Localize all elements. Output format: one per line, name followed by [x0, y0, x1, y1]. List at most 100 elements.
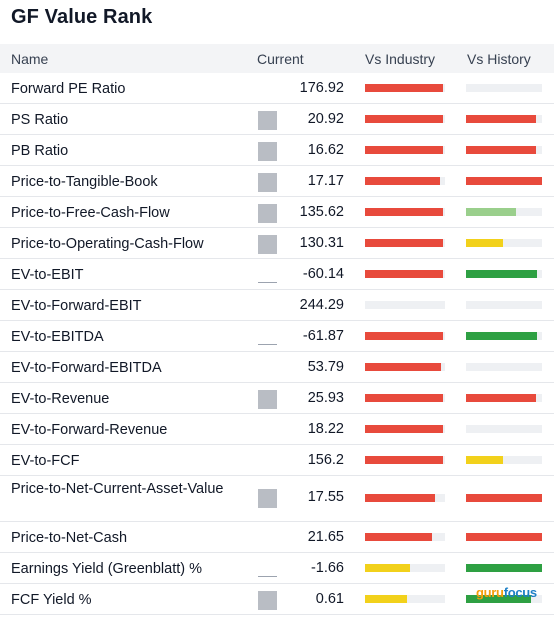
metric-name[interactable]: EV-to-Forward-EBIT	[11, 298, 142, 314]
vs-industry-bar[interactable]	[365, 595, 445, 603]
metric-name[interactable]: Price-to-Tangible-Book	[11, 174, 158, 190]
header-vs-history[interactable]: Vs History	[467, 51, 531, 67]
vs-history-bar-fill	[466, 394, 536, 402]
table-row[interactable]: EV-to-EBIT -60.14	[0, 259, 554, 290]
sparkline-icon[interactable]	[258, 235, 277, 254]
vs-industry-bar-fill	[365, 363, 441, 371]
vs-history-bar[interactable]	[466, 425, 542, 433]
metric-name[interactable]: EV-to-Revenue	[11, 391, 110, 407]
table-row[interactable]: EV-to-Revenue 25.93	[0, 383, 554, 414]
sparkline-icon[interactable]	[258, 390, 277, 409]
header-vs-industry[interactable]: Vs Industry	[365, 51, 436, 67]
metric-name[interactable]: Price-to-Operating-Cash-Flow	[11, 236, 204, 252]
vs-industry-bar[interactable]	[365, 564, 445, 572]
table-row[interactable]: Forward PE Ratio 176.92	[0, 73, 554, 104]
metric-name[interactable]: FCF Yield %	[11, 592, 92, 608]
table-row[interactable]: Price-to-Tangible-Book 17.17	[0, 166, 554, 197]
vs-history-bar[interactable]	[466, 115, 542, 123]
vs-industry-bar[interactable]	[365, 394, 445, 402]
vs-industry-bar[interactable]	[365, 177, 445, 185]
vs-history-bar[interactable]	[466, 239, 542, 247]
vs-industry-bar[interactable]	[365, 494, 445, 502]
vs-industry-bar-fill	[365, 533, 433, 541]
table-row[interactable]: Price-to-Operating-Cash-Flow 130.31	[0, 228, 554, 259]
header-current[interactable]: Current	[257, 51, 304, 67]
vs-history-bar[interactable]	[466, 146, 542, 154]
sparkline-icon[interactable]	[258, 204, 277, 223]
sparkline-icon[interactable]	[258, 489, 277, 508]
vs-industry-bar[interactable]	[365, 456, 445, 464]
vs-industry-bar[interactable]	[365, 425, 445, 433]
vs-industry-bar[interactable]	[365, 84, 445, 92]
vs-history-bar[interactable]	[466, 394, 542, 402]
vs-history-bar[interactable]	[466, 301, 542, 309]
vs-history-bar[interactable]	[466, 595, 542, 603]
current-value: 17.55	[307, 489, 344, 505]
metric-name[interactable]: EV-to-Forward-Revenue	[11, 422, 168, 438]
sparkline-icon[interactable]	[258, 334, 277, 345]
table-row[interactable]: Price-to-Free-Cash-Flow 135.62	[0, 197, 554, 228]
vs-industry-bar-fill	[365, 394, 443, 402]
table-row[interactable]: Price-to-Net-Cash 21.65	[0, 522, 554, 553]
vs-history-bar[interactable]	[466, 177, 542, 185]
table-row[interactable]: FCF Yield % 0.61	[0, 584, 554, 615]
sparkline-icon[interactable]	[258, 272, 277, 283]
metric-name[interactable]: Price-to-Free-Cash-Flow	[11, 205, 170, 221]
metric-name[interactable]: Earnings Yield (Greenblatt) %	[11, 561, 203, 577]
vs-industry-bar[interactable]	[365, 115, 445, 123]
vs-history-bar[interactable]	[466, 533, 542, 541]
metric-name[interactable]: EV-to-EBIT	[11, 267, 84, 283]
vs-history-bar[interactable]	[466, 564, 542, 572]
metric-name[interactable]: Price-to-Net-Cash	[11, 530, 128, 546]
table-row[interactable]: Price-to-Net-Current-Asset-Value 17.55	[0, 476, 554, 522]
table-row[interactable]: EV-to-Forward-EBITDA 53.79	[0, 352, 554, 383]
sparkline-icon[interactable]	[258, 142, 277, 161]
sparkline-icon[interactable]	[258, 173, 277, 192]
vs-history-bar[interactable]	[466, 494, 542, 502]
table-row[interactable]: EV-to-EBITDA -61.87	[0, 321, 554, 352]
current-value: -1.66	[310, 560, 344, 576]
sparkline-icon[interactable]	[258, 566, 277, 577]
metric-name[interactable]: Price-to-Net-Current-Asset-Value	[11, 481, 224, 497]
metric-name[interactable]: PS Ratio	[11, 112, 69, 128]
vs-history-bar[interactable]	[466, 208, 542, 216]
vs-industry-bar[interactable]	[365, 363, 445, 371]
table-row[interactable]: EV-to-FCF 156.2	[0, 445, 554, 476]
vs-industry-bar[interactable]	[365, 208, 445, 216]
table-row[interactable]: EV-to-Forward-EBIT 244.29	[0, 290, 554, 321]
metric-name[interactable]: PB Ratio	[11, 143, 69, 159]
table-row[interactable]: Earnings Yield (Greenblatt) % -1.66	[0, 553, 554, 584]
vs-industry-bar-fill	[365, 115, 443, 123]
metric-name[interactable]: Forward PE Ratio	[11, 81, 126, 97]
vs-history-bar[interactable]	[466, 456, 542, 464]
vs-industry-bar[interactable]	[365, 533, 445, 541]
metric-name[interactable]: EV-to-FCF	[11, 453, 80, 469]
current-value: 53.79	[307, 359, 344, 375]
vs-industry-bar-fill	[365, 564, 410, 572]
sparkline-icon[interactable]	[258, 111, 277, 130]
vs-history-bar-fill	[466, 494, 542, 502]
vs-industry-bar[interactable]	[365, 270, 445, 278]
header-name[interactable]: Name	[11, 51, 49, 67]
vs-industry-bar[interactable]	[365, 146, 445, 154]
vs-industry-bar-fill	[365, 456, 443, 464]
sparkline-icon[interactable]	[258, 591, 277, 610]
vs-industry-bar[interactable]	[365, 301, 445, 309]
vs-history-bar[interactable]	[466, 84, 542, 92]
vs-industry-bar-fill	[365, 595, 408, 603]
metric-name[interactable]: EV-to-Forward-EBITDA	[11, 360, 162, 376]
current-value: 244.29	[299, 297, 344, 313]
current-value: 0.61	[315, 591, 344, 607]
vs-industry-bar[interactable]	[365, 332, 445, 340]
vs-industry-bar-fill	[365, 494, 435, 502]
vs-history-bar[interactable]	[466, 363, 542, 371]
table-row[interactable]: EV-to-Forward-Revenue 18.22	[0, 414, 554, 445]
vs-history-bar-fill	[466, 533, 542, 541]
vs-history-bar[interactable]	[466, 270, 542, 278]
metric-name[interactable]: EV-to-EBITDA	[11, 329, 104, 345]
table-row[interactable]: PS Ratio 20.92	[0, 104, 554, 135]
current-value: 16.62	[307, 142, 344, 158]
vs-history-bar[interactable]	[466, 332, 542, 340]
table-row[interactable]: PB Ratio 16.62	[0, 135, 554, 166]
vs-industry-bar[interactable]	[365, 239, 445, 247]
